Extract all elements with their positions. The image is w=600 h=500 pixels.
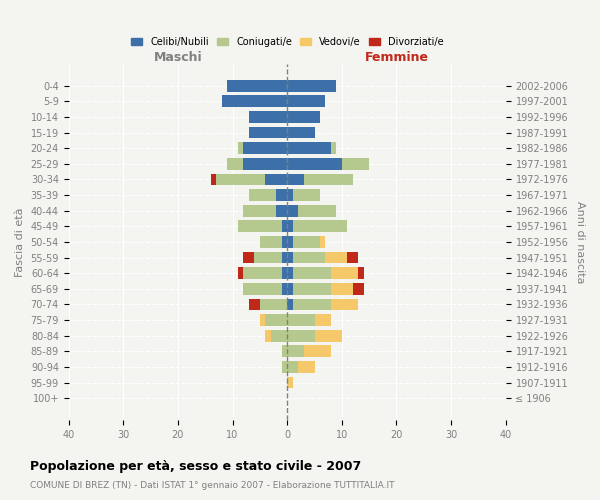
Bar bbox=[293, 220, 347, 232]
Bar bbox=[293, 283, 331, 294]
Bar bbox=[287, 252, 293, 264]
Bar bbox=[249, 189, 276, 201]
Bar bbox=[282, 252, 287, 264]
Bar bbox=[249, 126, 287, 138]
Bar bbox=[293, 268, 331, 279]
Bar bbox=[287, 314, 314, 326]
Bar bbox=[244, 252, 254, 264]
Bar bbox=[287, 220, 293, 232]
Bar bbox=[293, 298, 331, 310]
Text: Popolazione per età, sesso e stato civile - 2007: Popolazione per età, sesso e stato civil… bbox=[30, 460, 361, 473]
Bar bbox=[287, 111, 320, 123]
Bar bbox=[287, 330, 314, 342]
Text: Femmine: Femmine bbox=[364, 51, 428, 64]
Bar bbox=[298, 205, 337, 216]
Bar bbox=[211, 174, 216, 186]
Bar bbox=[287, 189, 293, 201]
Bar bbox=[244, 142, 287, 154]
Bar bbox=[260, 236, 282, 248]
Bar bbox=[238, 142, 244, 154]
Bar bbox=[282, 361, 287, 373]
Y-axis label: Fascia di età: Fascia di età bbox=[15, 207, 25, 276]
Bar bbox=[304, 346, 331, 357]
Bar bbox=[287, 80, 337, 92]
Bar bbox=[227, 158, 244, 170]
Bar bbox=[238, 220, 282, 232]
Bar bbox=[287, 361, 298, 373]
Bar bbox=[287, 126, 314, 138]
Bar bbox=[293, 236, 320, 248]
Bar bbox=[265, 314, 287, 326]
Bar bbox=[244, 283, 282, 294]
Bar bbox=[287, 236, 293, 248]
Bar bbox=[265, 330, 271, 342]
Bar bbox=[353, 283, 364, 294]
Bar bbox=[331, 142, 337, 154]
Bar bbox=[227, 80, 287, 92]
Bar bbox=[314, 314, 331, 326]
Y-axis label: Anni di nascita: Anni di nascita bbox=[575, 200, 585, 283]
Bar bbox=[314, 330, 342, 342]
Bar bbox=[287, 142, 331, 154]
Bar bbox=[287, 158, 342, 170]
Bar bbox=[276, 189, 287, 201]
Bar bbox=[287, 298, 293, 310]
Bar bbox=[265, 174, 287, 186]
Bar bbox=[298, 361, 314, 373]
Bar bbox=[287, 205, 298, 216]
Bar bbox=[347, 252, 358, 264]
Text: Maschi: Maschi bbox=[154, 51, 202, 64]
Bar bbox=[293, 252, 325, 264]
Bar bbox=[260, 298, 287, 310]
Bar bbox=[287, 283, 293, 294]
Bar bbox=[325, 252, 347, 264]
Bar bbox=[276, 205, 287, 216]
Bar bbox=[358, 268, 364, 279]
Bar bbox=[244, 205, 276, 216]
Bar bbox=[238, 268, 244, 279]
Bar bbox=[216, 174, 265, 186]
Bar bbox=[342, 158, 369, 170]
Bar bbox=[282, 236, 287, 248]
Bar bbox=[304, 174, 353, 186]
Bar bbox=[249, 298, 260, 310]
Bar bbox=[293, 189, 320, 201]
Bar bbox=[271, 330, 287, 342]
Bar bbox=[287, 346, 304, 357]
Bar bbox=[244, 158, 287, 170]
Bar bbox=[331, 268, 358, 279]
Bar bbox=[244, 268, 282, 279]
Bar bbox=[282, 346, 287, 357]
Text: COMUNE DI BREZ (TN) - Dati ISTAT 1° gennaio 2007 - Elaborazione TUTTITALIA.IT: COMUNE DI BREZ (TN) - Dati ISTAT 1° genn… bbox=[30, 480, 395, 490]
Bar bbox=[287, 376, 293, 388]
Bar bbox=[287, 268, 293, 279]
Bar bbox=[254, 252, 282, 264]
Bar bbox=[282, 220, 287, 232]
Bar bbox=[331, 298, 358, 310]
Bar bbox=[282, 268, 287, 279]
Bar bbox=[287, 96, 325, 107]
Bar bbox=[260, 314, 265, 326]
Bar bbox=[331, 283, 353, 294]
Bar bbox=[282, 283, 287, 294]
Legend: Celibi/Nubili, Coniugati/e, Vedovi/e, Divorziati/e: Celibi/Nubili, Coniugati/e, Vedovi/e, Di… bbox=[127, 33, 448, 50]
Bar bbox=[221, 96, 287, 107]
Bar bbox=[249, 111, 287, 123]
Bar bbox=[320, 236, 325, 248]
Bar bbox=[287, 174, 304, 186]
